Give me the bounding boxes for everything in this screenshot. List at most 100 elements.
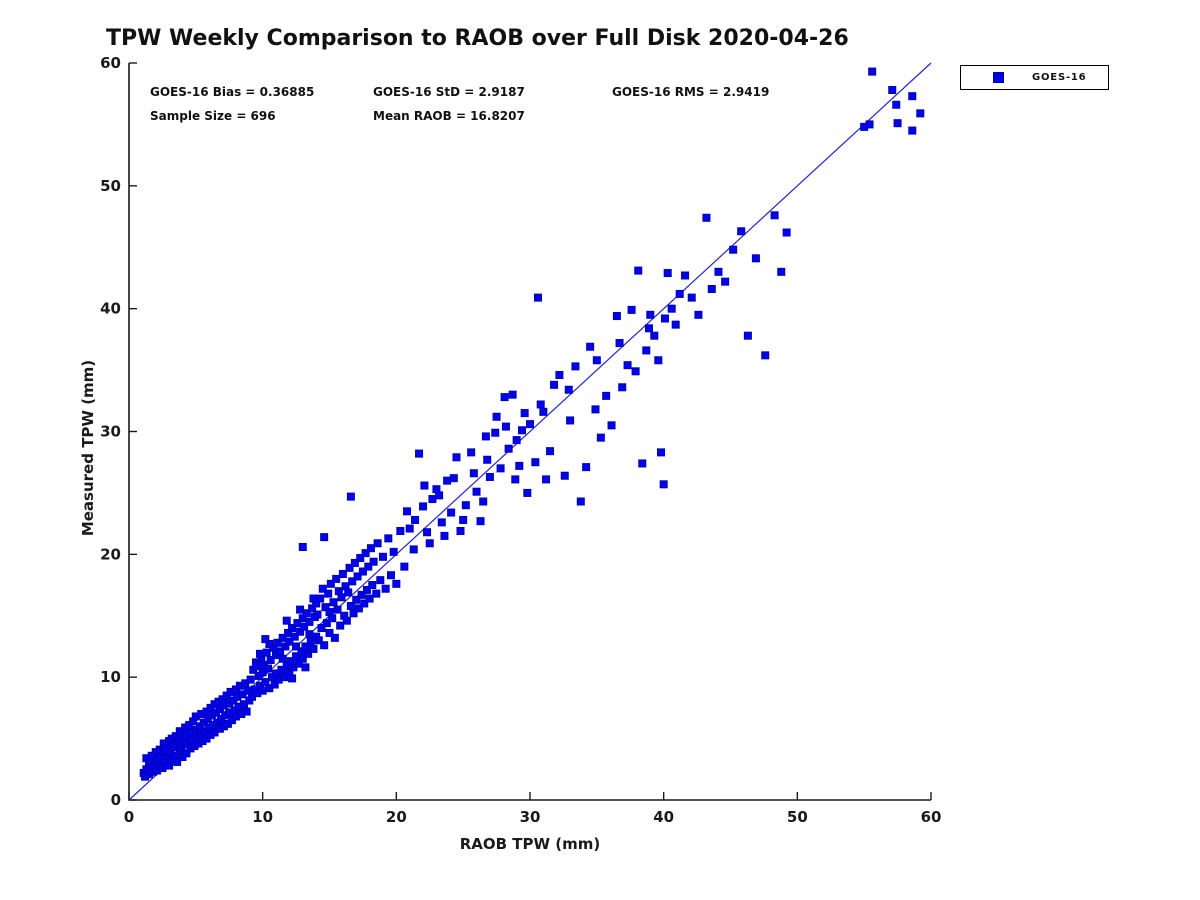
scatter-point [266,655,275,664]
stat-bias: GOES-16 Bias = 0.36885 [150,85,315,99]
scatter-point [512,436,521,445]
scatter-point [329,598,338,607]
x-tick-label: 50 [787,808,808,826]
scatter-point [566,416,575,425]
scatter-point [671,320,680,329]
stat-rms: GOES-16 RMS = 2.9419 [612,85,770,99]
scatter-point [459,515,468,524]
x-tick-label: 30 [520,808,541,826]
scatter-point [564,385,573,394]
scatter-point [483,455,492,464]
scatter-point [916,109,925,118]
scatter-point [345,563,354,572]
scatter-point [526,420,534,429]
scatter-point [661,314,670,323]
scatter-point [332,574,341,583]
scatter-point [631,367,640,376]
y-tick-label: 0 [111,791,121,809]
scatter-point [364,562,373,571]
scatter-point [501,422,510,431]
scatter-point [714,267,723,276]
scatter-point [511,475,520,484]
scatter-point [328,614,337,623]
scatter-point [308,604,317,613]
scatter-point [300,622,309,631]
scatter-point [449,474,458,483]
scatter-point [539,407,548,416]
scatter-point [368,581,377,590]
scatter-point [415,449,424,458]
scatter-point [409,545,418,554]
scatter-point [282,616,291,625]
scatter-point [344,588,353,597]
scatter-point [346,492,355,501]
scatter-point [314,636,323,645]
scatter-point [659,480,668,489]
scatter-point [675,289,684,298]
scatter-point [396,526,405,535]
scatter-point [400,562,409,571]
scatter-point [737,227,746,236]
scatter-point [278,654,287,663]
scatter-point [420,481,429,490]
scatter-point [868,67,877,76]
legend-label: GOES-16 [1032,72,1087,83]
scatter-point [571,362,580,371]
scatter-point [342,616,351,625]
scatter-point [476,517,485,526]
scatter-point [546,447,555,456]
scatter-point [264,664,273,673]
scatter-point [353,572,362,581]
scatter-point [496,464,505,473]
scatter-point [461,501,470,510]
scatter-point [322,619,331,628]
scatter-point [320,533,329,542]
scatter-point [296,605,305,614]
scatter-point [403,507,412,516]
chart-title: TPW Weekly Comparison to RAOB over Full … [106,26,849,51]
scatter-point [517,426,526,435]
x-tick-label: 20 [386,808,407,826]
scatter-point [523,488,532,497]
scatter-point [369,557,378,566]
scatter-point [321,603,330,612]
scatter-point [304,649,313,658]
scatter-point [440,531,449,540]
scatter-point [642,346,651,355]
y-tick-label: 40 [100,300,121,318]
scatter-point [389,547,398,556]
scatter-point [255,649,264,658]
scatter-point [623,361,632,370]
scatter-point [456,526,465,535]
scatter-point [618,383,627,392]
scatter-point [423,528,432,537]
scatter-point [366,544,375,553]
scatter-point [386,571,395,580]
scatter-point [357,590,366,599]
scatter-point [531,458,540,467]
y-tick-label: 10 [100,668,121,686]
scatter-point [251,662,260,671]
y-tick-label: 30 [100,423,121,441]
scatter-point [296,627,305,636]
scatter-point [173,757,182,766]
scatter-point [591,405,600,414]
x-tick-label: 60 [921,808,942,826]
scatter-point [602,391,611,400]
scatter-point [687,293,696,302]
y-tick-label: 50 [100,177,121,195]
scatter-point [273,638,282,647]
scatter-point [411,515,420,524]
y-axis-label: Measured TPW (mm) [79,359,97,537]
scatter-point [337,593,346,602]
scatter-point [586,342,595,351]
scatter-point [892,100,901,109]
x-tick-label: 0 [124,808,134,826]
scatter-point [317,624,326,633]
scatter-point [182,749,191,758]
scatter-point [638,459,647,468]
scatter-point [425,539,434,548]
scatter-point [479,497,488,506]
scatter-point [381,584,390,593]
